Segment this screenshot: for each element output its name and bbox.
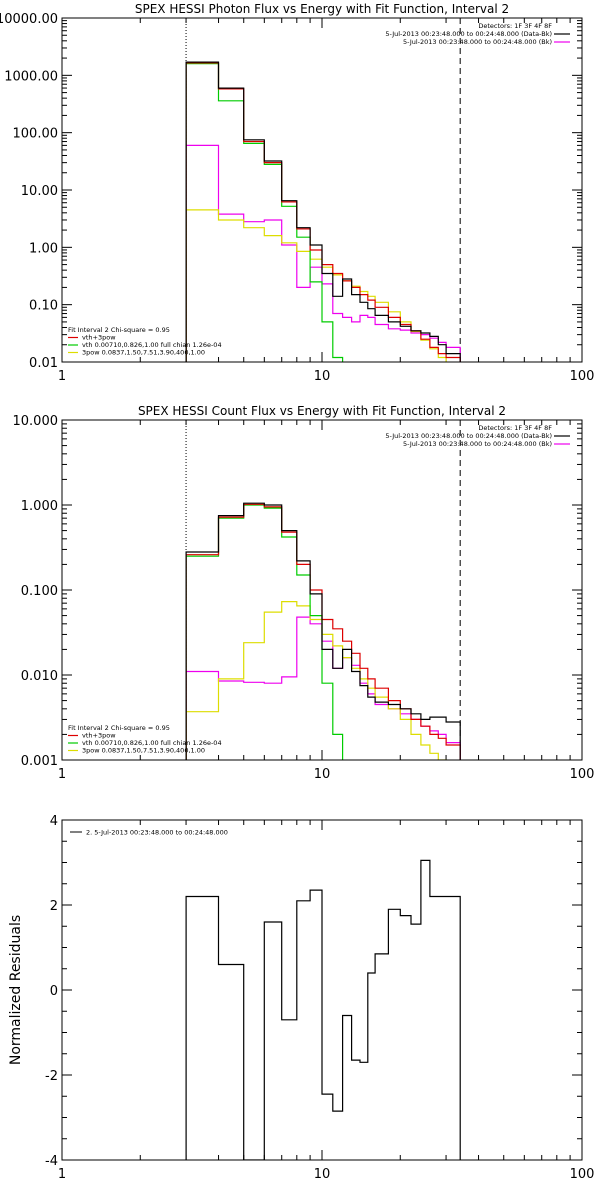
x-tick-label: 10 (314, 369, 331, 384)
chart-title: SPEX HESSI Count Flux vs Energy with Fit… (138, 404, 506, 418)
x-tick-label: 100 (570, 1167, 595, 1182)
fit-legend-line: vth+3pow (82, 732, 116, 740)
series-line-vth-3pow (185, 503, 461, 760)
plot-frame (61, 419, 583, 761)
y-tick-label: 10.00 (21, 184, 58, 199)
fit-legend-line: Fit Interval 2 Chi-square = 0.95 (68, 326, 170, 334)
series-line-bk (185, 616, 461, 760)
series-line-3pow (185, 601, 447, 760)
series-line-vth (185, 63, 344, 362)
x-tick-label: 100 (570, 767, 595, 782)
y-tick-label: 10000.00 (0, 12, 58, 27)
series-line-vth (185, 504, 344, 760)
fit-legend-line: vth+3pow (82, 334, 116, 342)
x-tick-label: 10 (314, 1167, 331, 1182)
y-tick-label: 0 (50, 984, 58, 999)
x-tick-label: 1 (58, 1167, 66, 1182)
plot-frame (61, 819, 583, 1161)
series-group (185, 859, 461, 1160)
info-text-line: Detectors: 1F 3F 4F 8F (478, 424, 552, 432)
fit-legend-line: 3pow 0.0837,1.50,7.51,3.90,400,1.00 (82, 349, 205, 357)
chart-title: SPEX HESSI Photon Flux vs Energy with Fi… (135, 2, 509, 16)
fit-legend-line: Fit Interval 2 Chi-square = 0.95 (68, 724, 170, 732)
panel-2: SPEX HESSI Count Flux vs Energy with Fit… (13, 404, 595, 782)
x-tick-label: 1 (58, 767, 66, 782)
plot-frame (61, 17, 583, 363)
y-tick-label: 100.00 (13, 127, 59, 142)
y-axis-label: Normalized Residuals (8, 915, 24, 1065)
info-text-line: 5-Jul-2013 00:23:48.000 to 00:24:48.000 … (403, 38, 552, 46)
x-tick-label: 100 (570, 369, 595, 384)
info-text-line: 5-Jul-2013 00:23:48.000 to 00:24:48.000 … (385, 432, 552, 440)
series-line-data-bk (185, 502, 461, 760)
y-tick-label: 0.10 (29, 299, 58, 314)
panel-1: SPEX HESSI Photon Flux vs Energy with Fi… (0, 2, 595, 384)
series-line-vth-3pow (185, 62, 461, 362)
y-tick-label: -4 (45, 1154, 58, 1169)
y-tick-label: -2 (45, 1069, 58, 1084)
x-tick-label: 1 (58, 369, 66, 384)
y-tick-label: 0.01 (29, 356, 58, 371)
y-tick-label: 10.000 (13, 414, 59, 429)
y-tick-label: 1.00 (29, 241, 58, 256)
y-tick-label: 2 (50, 899, 58, 914)
x-tick-label: 10 (314, 767, 331, 782)
y-tick-label: 0.100 (21, 584, 58, 599)
fit-legend-line: vth 0.00710,0.826,1.00 full chian 1.26e-… (82, 341, 222, 349)
series-line-2-5-jul-2013-00-23-48-000-to-00-24-48-000 (185, 859, 461, 1160)
y-tick-label: 0.001 (21, 754, 58, 769)
series-line-3pow (185, 209, 447, 362)
fit-legend-line: 3pow 0.0837,1.50,7.51,3.90,400,1.00 (82, 747, 205, 755)
series-line-data-bk (185, 61, 461, 362)
series-line-bk (185, 144, 461, 362)
residual-legend-text: 2. 5-Jul-2013 00:23:48.000 to 00:24:48.0… (86, 829, 228, 837)
info-text-line: 5-Jul-2013 00:23:48.000 to 00:24:48.000 … (403, 440, 552, 448)
series-group (185, 61, 461, 362)
info-text-line: 5-Jul-2013 00:23:48.000 to 00:24:48.000 … (385, 30, 552, 38)
panel-3: 1 10 100 -4 -2 0 2 4 Normalized Residuals 2. 5-Ju… (8, 814, 594, 1182)
series-group (185, 502, 461, 760)
y-tick-label: 1000.00 (4, 69, 58, 84)
info-text-line: Detectors: 1F 3F 4F 8F (478, 22, 552, 30)
fit-legend-line: vth 0.00710,0.826,1.00 full chian 1.26e-… (82, 739, 222, 747)
y-tick-label: 0.010 (21, 669, 58, 684)
y-tick-label: 4 (50, 814, 58, 829)
y-tick-label: 1.000 (21, 499, 58, 514)
